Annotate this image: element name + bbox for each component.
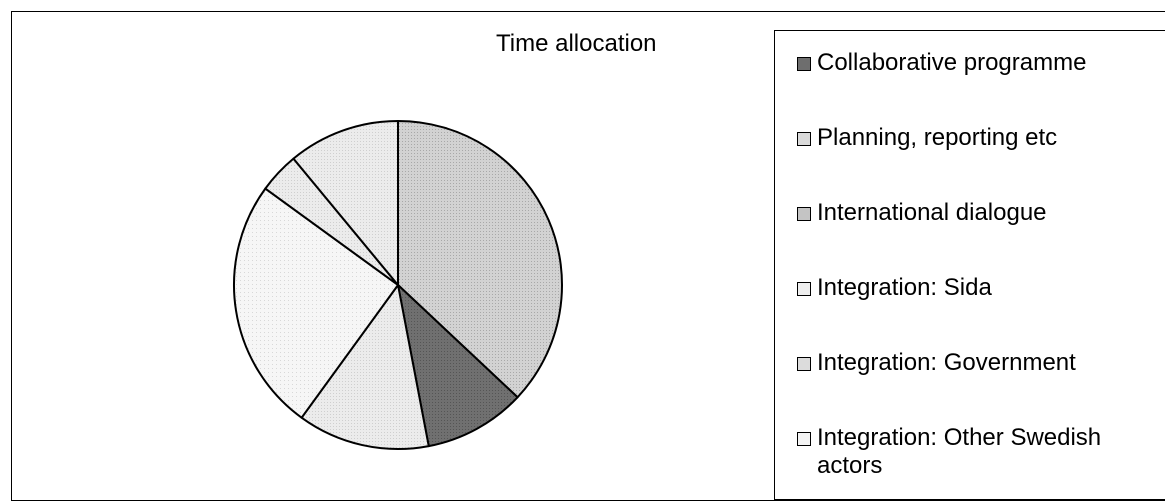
legend-swatch <box>797 432 811 446</box>
legend-label: Integration: Government <box>817 349 1076 376</box>
legend-label: Planning, reporting etc <box>817 124 1058 151</box>
legend-label: Collaborative programme <box>817 49 1087 76</box>
pie-slice <box>397 284 519 448</box>
legend-label: Integration: Sida <box>817 274 992 301</box>
legend-item: Collaborative programme <box>797 49 1157 77</box>
legend-swatch <box>797 357 811 371</box>
legend-label: International dialogue <box>817 199 1047 226</box>
legend-item: Integration: Other Swedish actors <box>797 424 1157 480</box>
pie-slice <box>233 187 399 419</box>
legend-item: Integration: Government <box>797 349 1157 377</box>
legend-item: Integration: Sida <box>797 274 1157 302</box>
legend-item: Planning, reporting etc <box>797 124 1157 152</box>
chart-title: Time allocation <box>496 30 657 57</box>
legend-swatch <box>797 57 811 71</box>
pie-slice <box>397 120 563 399</box>
legend: Collaborative programme Planning, report… <box>774 30 1165 500</box>
pie-slice <box>300 284 430 450</box>
legend-swatch <box>797 207 811 221</box>
legend-swatch <box>797 282 811 296</box>
legend-item: International dialogue <box>797 199 1157 227</box>
pie-chart <box>233 120 563 450</box>
legend-swatch <box>797 132 811 146</box>
pie-slice <box>292 120 399 286</box>
legend-label: Integration: Other Swedish actors <box>817 424 1102 479</box>
